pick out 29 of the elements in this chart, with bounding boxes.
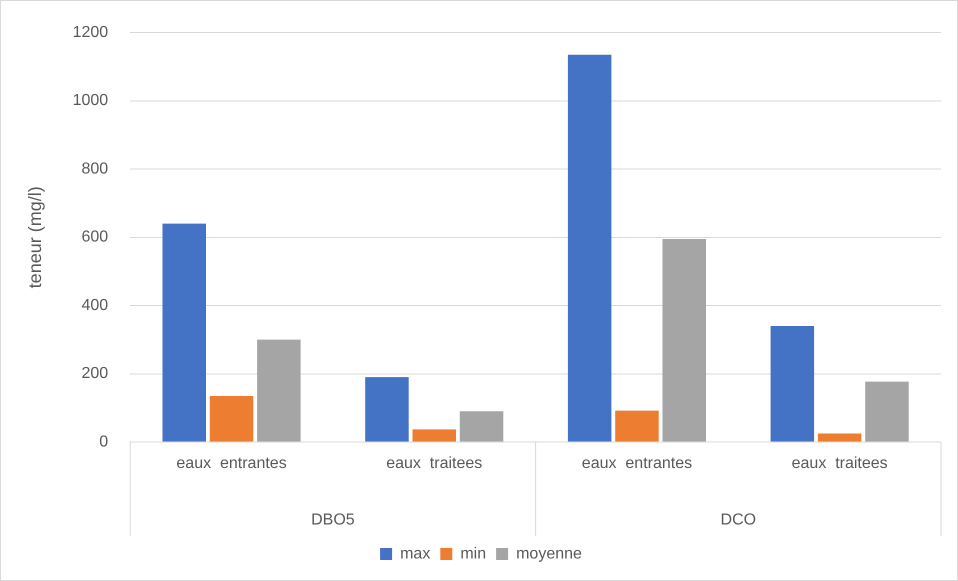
bar bbox=[365, 377, 409, 442]
y-tick-label: 800 bbox=[81, 160, 108, 178]
bar bbox=[210, 396, 254, 442]
bar bbox=[162, 224, 206, 442]
legend-label: min bbox=[460, 545, 486, 562]
bar bbox=[615, 410, 659, 442]
bar bbox=[818, 433, 862, 442]
y-tick-label: 1000 bbox=[72, 92, 108, 110]
bar bbox=[865, 382, 909, 442]
y-tick-label: 600 bbox=[81, 228, 108, 246]
y-tick-label: 0 bbox=[99, 433, 108, 450]
bar bbox=[770, 326, 814, 442]
bar bbox=[460, 411, 504, 442]
bar bbox=[568, 54, 612, 442]
y-tick-label: 1200 bbox=[72, 24, 108, 42]
x-tick-label: eaux traitees bbox=[386, 455, 482, 472]
y-tick-label: 400 bbox=[81, 296, 108, 314]
bar bbox=[412, 429, 456, 442]
y-tick-label: 200 bbox=[81, 365, 108, 382]
legend-label: max bbox=[400, 545, 430, 562]
x-tick-label: eaux entrantes bbox=[176, 455, 287, 472]
x-tick-label: eaux traitees bbox=[792, 455, 888, 472]
text: DBO5 bbox=[311, 511, 355, 528]
text: DCO bbox=[720, 511, 756, 528]
legend-label: moyenne bbox=[516, 545, 582, 562]
y-axis-title: teneur (mg/l) bbox=[24, 186, 45, 288]
x-tick-label: eaux entrantes bbox=[582, 455, 692, 472]
bar bbox=[257, 340, 301, 442]
bar bbox=[662, 239, 706, 442]
